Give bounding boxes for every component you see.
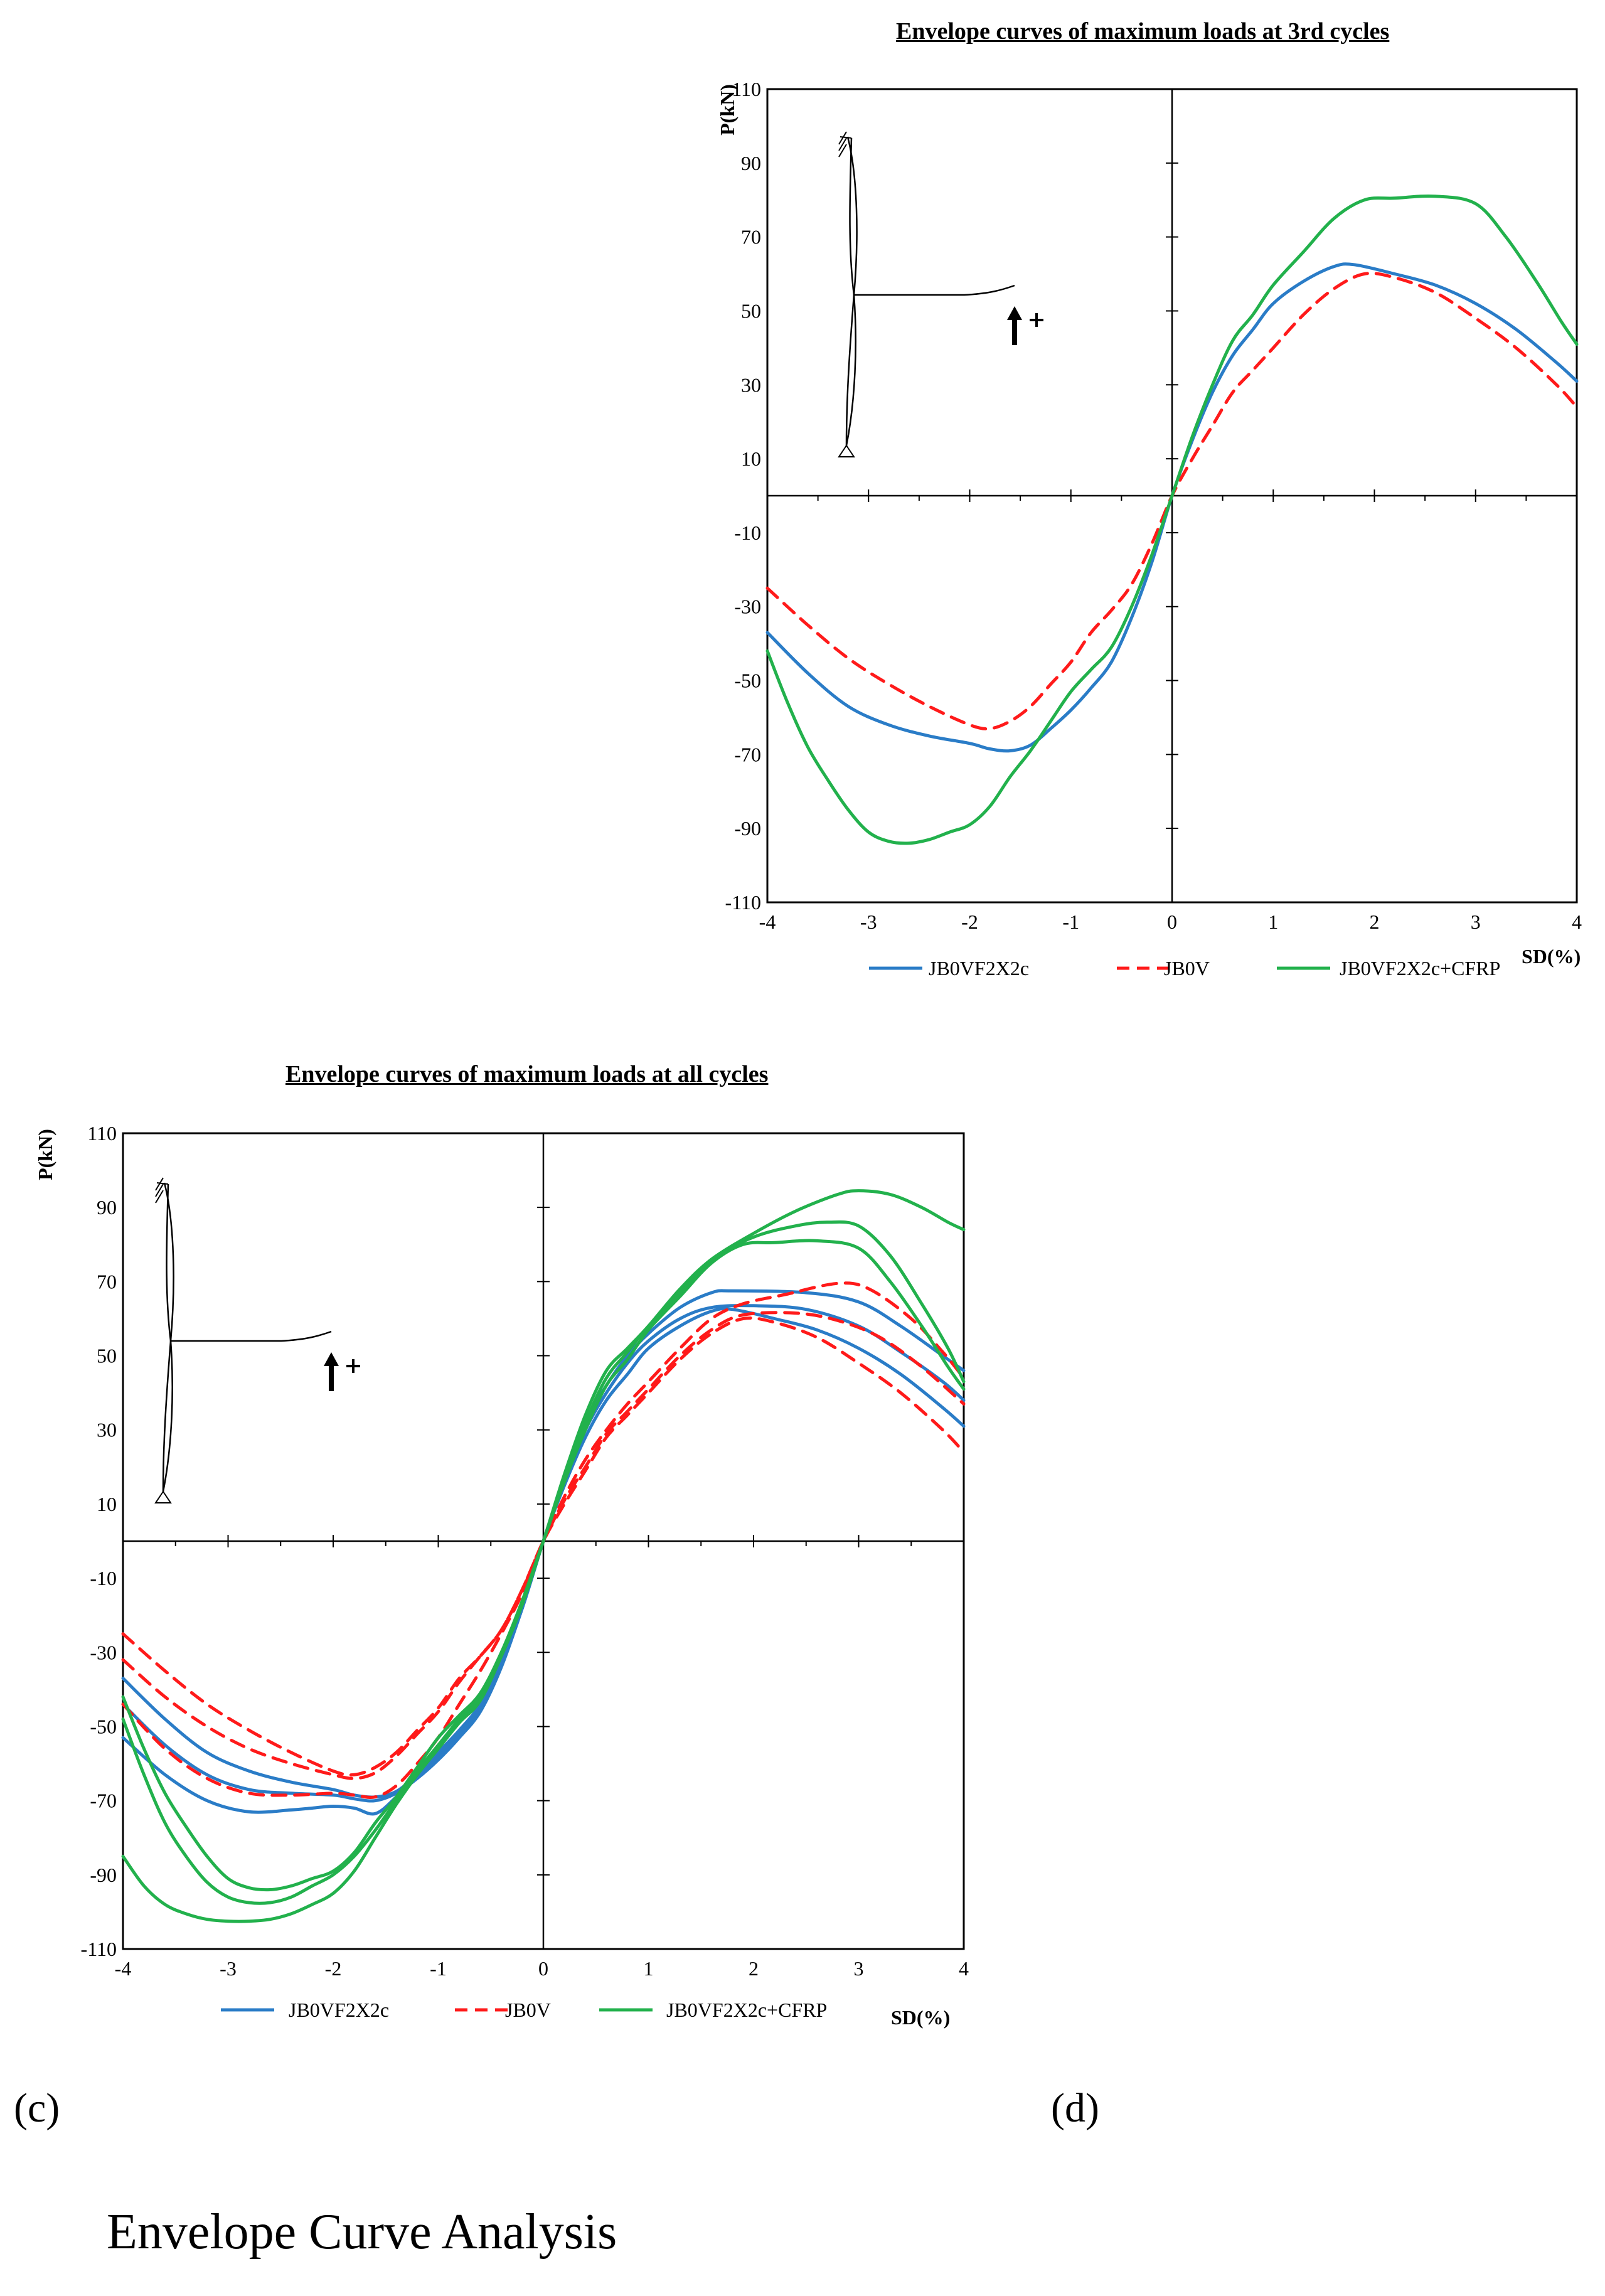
chart2-y-tick-label: -10 [90, 1567, 117, 1589]
beam-icon [854, 284, 1015, 296]
chart2-legend-entry: JB0V [505, 1999, 551, 2021]
chart2-y-tick-label: -110 [81, 1938, 117, 1960]
hatch-support-icon [155, 1177, 169, 1204]
chart2-y-tick-label: -90 [90, 1864, 117, 1886]
chart1-y-tick-label: 10 [741, 447, 761, 470]
pin-support-icon [838, 444, 855, 457]
chart2-y-tick-label: 50 [97, 1345, 117, 1367]
chart1-x-tick-label: -4 [759, 910, 776, 933]
chart1-series-line-jb0v-1 [765, 272, 1579, 730]
load-arrowhead-icon [324, 1352, 339, 1366]
chart2-series-line-jb0v-3 [121, 1316, 966, 1777]
figure-caption: Envelope Curve Analysis [107, 2204, 617, 2260]
chart1-x-tick-label: 1 [1268, 910, 1278, 933]
chart1-y-tick-label: 110 [732, 78, 761, 100]
chart1-y-tick-label: 70 [741, 226, 761, 248]
chart1-y-tick-label: 50 [741, 299, 761, 322]
panel-label-d: (d) [1051, 2085, 1099, 2131]
chart2-x-tick-label: 1 [644, 1957, 654, 1980]
chart2-y-tick-label: 70 [97, 1270, 117, 1293]
chart2-x-tick-label: -2 [325, 1957, 342, 1980]
chart2-legend-entry: JB0VF2X2c+CFRP [666, 1999, 827, 2021]
chart2-x-tick-label: -4 [115, 1957, 132, 1980]
chart2-y-tick-label: -70 [90, 1790, 117, 1812]
chart2-y-tick-label: 10 [97, 1493, 117, 1515]
chart2-series-line-jb0vf2x2c-cfrp-8 [121, 1189, 966, 1923]
chart1-y-axis-label: P(kN) [716, 84, 739, 136]
chart2-y-tick-label: 30 [97, 1419, 117, 1441]
chart2-y-tick-label: 90 [97, 1196, 117, 1219]
chart2-x-tick-label: 2 [749, 1957, 759, 1980]
panel-label-c: (c) [14, 2085, 60, 2131]
chart2-x-axis-label: SD(%) [891, 2006, 950, 2029]
chart1-legend-entry: JB0VF2X2c+CFRP [1340, 957, 1500, 980]
chart1-y-tick-label: -70 [734, 743, 761, 766]
chart1-x-tick-label: -2 [961, 910, 978, 933]
chart1-x-tick-label: 0 [1167, 910, 1177, 933]
chart2-x-tick-label: 3 [854, 1957, 864, 1980]
chart2-title: Envelope curves of maximum loads at all … [285, 1061, 769, 1087]
chart2-y-tick-label: -50 [90, 1715, 117, 1738]
load-arrowhead-icon [1007, 306, 1022, 320]
chart1-series-line-jb0vf2x2c-cfrp-2 [765, 194, 1579, 845]
chart1-title: Envelope curves of maximum loads at 3rd … [896, 18, 1390, 45]
chart2-x-tick-label: -3 [220, 1957, 237, 1980]
chart2-x-tick-label: -1 [430, 1957, 447, 1980]
chart1-x-tick-label: 2 [1370, 910, 1380, 933]
chart2-y-tick-label: -30 [90, 1641, 117, 1663]
chart1-structure-schematic-icon [838, 131, 1043, 457]
chart2-y-tick-label: 110 [87, 1122, 117, 1145]
hatch-support-icon [838, 131, 852, 158]
chart2-structure-schematic-icon [154, 1177, 360, 1503]
chart1-legend-entry: JB0V [1164, 957, 1210, 980]
column-upper-icon [162, 1182, 174, 1492]
chart2-x-tick-label: 4 [959, 1957, 969, 1980]
chart2-x-tick-label: 0 [538, 1957, 548, 1980]
chart1-y-tick-label: -50 [734, 670, 761, 692]
chart1-y-tick-label: -10 [734, 521, 761, 544]
chart1-x-tick-label: -3 [860, 910, 877, 933]
chart1-y-tick-label: -110 [725, 891, 761, 914]
chart1-legend-entry: JB0VF2X2c [929, 957, 1029, 980]
chart1-y-tick-label: 30 [741, 373, 761, 396]
chart1-y-tick-label: 90 [741, 152, 761, 174]
pin-support-icon [154, 1490, 172, 1503]
chart2-legend-entry: JB0VF2X2c [289, 1999, 389, 2021]
beam-icon [171, 1330, 332, 1342]
plus-sign-icon [346, 1359, 360, 1373]
chart1-x-tick-label: -1 [1062, 910, 1079, 933]
chart1-x-tick-label: 3 [1471, 910, 1481, 933]
chart1-y-tick-label: -90 [734, 817, 761, 840]
chart2-y-axis-label: P(kN) [34, 1129, 56, 1180]
chart1-y-tick-label: -30 [734, 595, 761, 618]
chart1-x-tick-label: 4 [1572, 910, 1582, 933]
plus-sign-icon [1030, 313, 1043, 327]
chart1-x-axis-label: SD(%) [1522, 945, 1581, 968]
